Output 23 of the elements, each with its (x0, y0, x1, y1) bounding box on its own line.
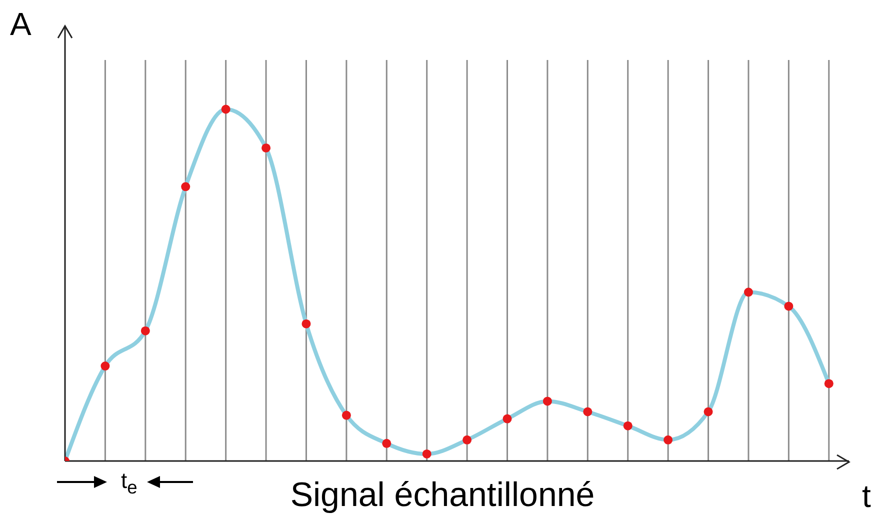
text: t$_{e}$ (121, 468, 138, 498)
point (181, 182, 190, 192)
point (583, 407, 592, 416)
point (221, 104, 230, 114)
point (623, 421, 632, 430)
point (784, 302, 794, 311)
point (502, 414, 512, 424)
text: Signal échantillonné (290, 476, 595, 514)
x-axis-title: t (862, 478, 871, 515)
point (824, 379, 834, 388)
point (382, 438, 392, 448)
point (744, 288, 753, 297)
point (100, 362, 110, 371)
y-axis-title: A (10, 6, 32, 43)
point (140, 326, 150, 336)
point (302, 319, 311, 328)
point (704, 407, 713, 416)
point (342, 410, 351, 420)
point (262, 143, 271, 152)
point (422, 449, 432, 458)
point (462, 435, 472, 444)
point (542, 396, 552, 406)
point (664, 435, 673, 444)
